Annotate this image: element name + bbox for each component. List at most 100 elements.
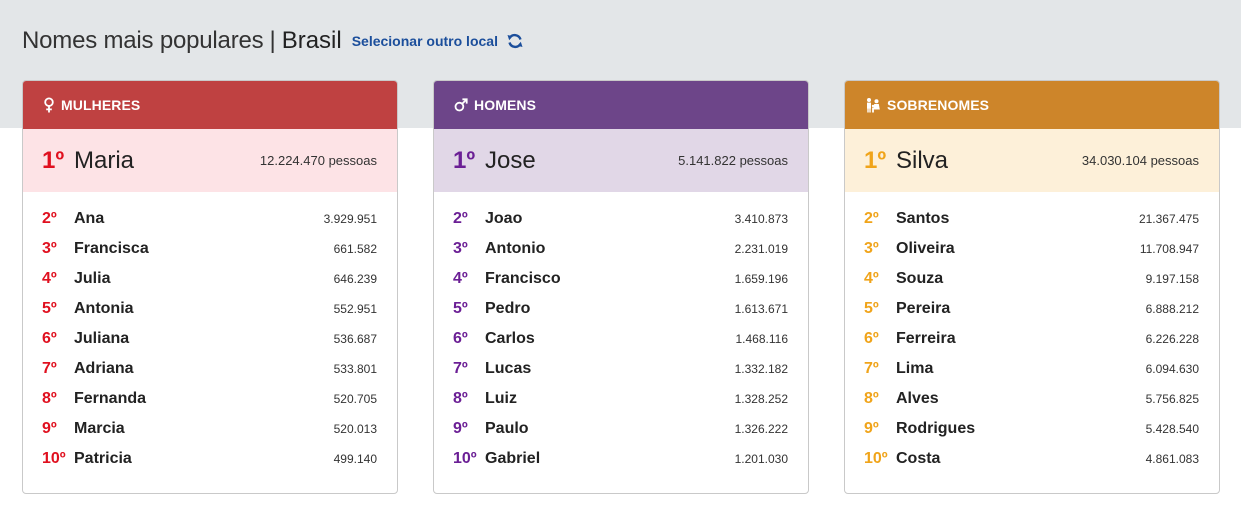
list-item: 6º Ferreira 6.226.228 — [845, 324, 1219, 354]
rank: 6º — [453, 330, 468, 347]
card-men: HOMENS 1º Jose 5.141.822 pessoas 2º Joao 3… — [433, 80, 809, 494]
rank: 3º — [42, 240, 57, 257]
female-symbol-icon — [43, 97, 55, 113]
name: Joao — [485, 210, 523, 227]
count: 1.659.196 — [734, 272, 788, 286]
count: 4.861.083 — [1145, 452, 1199, 466]
count: 9.197.158 — [1145, 272, 1199, 286]
list-item: 7º Adriana 533.801 — [23, 354, 397, 384]
name: Pedro — [485, 300, 531, 317]
rank: 7º — [453, 360, 468, 377]
rank: 10º — [864, 450, 888, 467]
top-name-row: 1º Maria 12.224.470 pessoas — [23, 129, 397, 192]
card-title: MULHERES — [61, 97, 141, 113]
name: Rodrigues — [896, 420, 976, 437]
count: 12.224.470 pessoas — [259, 153, 377, 168]
name: Carlos — [485, 330, 535, 347]
name: Souza — [896, 270, 944, 287]
count: 536.687 — [333, 332, 377, 346]
card-header-men: HOMENS — [434, 81, 808, 129]
card-header-surnames: SOBRENOMES — [845, 81, 1219, 129]
rank: 4º — [453, 270, 468, 287]
name: Fernanda — [74, 390, 147, 407]
count: 1.201.030 — [734, 452, 788, 466]
card-women: MULHERES 1º Maria 12.224.470 pessoas 2º A… — [22, 80, 398, 494]
name: Julia — [74, 270, 111, 287]
name: Paulo — [485, 420, 529, 437]
list-item: 8º Alves 5.756.825 — [845, 384, 1219, 414]
name: Gabriel — [485, 450, 541, 467]
count: 1.326.222 — [734, 422, 788, 436]
list-item: 7º Lucas 1.332.182 — [434, 354, 808, 384]
rank: 1º — [453, 146, 476, 174]
select-location-link[interactable]: Selecionar outro local — [352, 32, 524, 50]
rank: 5º — [864, 300, 879, 317]
list-item: 4º Julia 646.239 — [23, 264, 397, 294]
card-title: HOMENS — [474, 97, 537, 113]
list-item: 4º Souza 9.197.158 — [845, 264, 1219, 294]
count: 6.094.630 — [1145, 362, 1199, 376]
name: Antonio — [485, 240, 546, 257]
rank: 3º — [453, 240, 468, 257]
rank: 7º — [864, 360, 879, 377]
refresh-icon — [507, 33, 523, 49]
name: Oliveira — [896, 240, 955, 257]
count: 3.410.873 — [734, 212, 788, 226]
name: Francisco — [485, 270, 561, 287]
name: Alves — [896, 390, 939, 407]
rank: 1º — [864, 146, 887, 174]
rank: 8º — [864, 390, 879, 407]
name: Antonia — [74, 300, 134, 317]
rank: 5º — [453, 300, 468, 317]
name: Marcia — [74, 420, 125, 437]
list-item: 2º Joao 3.410.873 — [434, 204, 808, 234]
list-item: 10º Gabriel 1.201.030 — [434, 444, 808, 474]
select-location-label: Selecionar outro local — [351, 33, 498, 49]
count: 6.226.228 — [1145, 332, 1199, 346]
name: Patricia — [74, 450, 132, 467]
rank: 2º — [42, 210, 57, 227]
list-item: 6º Carlos 1.468.116 — [434, 324, 808, 354]
title-separator: | — [269, 27, 276, 54]
rank: 8º — [42, 390, 57, 407]
rank: 2º — [453, 210, 468, 227]
count: 1.613.671 — [734, 302, 788, 316]
list-item: 6º Juliana 536.687 — [23, 324, 397, 354]
male-symbol-icon — [454, 98, 468, 112]
ranking-list: 2º Santos 21.367.475 3º Oliveira 11.708.947 … — [845, 192, 1219, 474]
list-item: 2º Ana 3.929.951 — [23, 204, 397, 234]
list-item: 9º Paulo 1.326.222 — [434, 414, 808, 444]
top-name-row: 1º Jose 5.141.822 pessoas — [434, 129, 808, 192]
rank: 9º — [42, 420, 57, 437]
list-item: 4º Francisco 1.659.196 — [434, 264, 808, 294]
list-item: 10º Patricia 499.140 — [23, 444, 397, 474]
list-item: 2º Santos 21.367.475 — [845, 204, 1219, 234]
count: 1.468.116 — [735, 332, 789, 346]
rank: 5º — [42, 300, 57, 317]
list-item: 5º Pereira 6.888.212 — [845, 294, 1219, 324]
name: Santos — [896, 210, 950, 227]
name: Ana — [74, 210, 105, 227]
count: 520.705 — [333, 392, 377, 406]
name: Jose — [485, 146, 536, 174]
count: 2.231.019 — [734, 242, 788, 256]
location-name: Brasil — [281, 27, 342, 54]
name: Juliana — [74, 330, 130, 347]
count: 661.582 — [333, 242, 377, 256]
rank: 4º — [864, 270, 879, 287]
rank: 8º — [453, 390, 468, 407]
rank: 9º — [864, 420, 879, 437]
rank: 6º — [42, 330, 57, 347]
top-name-row: 1º Silva 34.030.104 pessoas — [845, 129, 1219, 192]
name: Maria — [74, 146, 135, 174]
rank: 9º — [453, 420, 468, 437]
card-header-women: MULHERES — [23, 81, 397, 129]
card-title: SOBRENOMES — [887, 97, 990, 113]
list-item: 3º Antonio 2.231.019 — [434, 234, 808, 264]
family-icon — [865, 97, 881, 113]
count: 5.428.540 — [1145, 422, 1199, 436]
name: Adriana — [74, 360, 134, 377]
rank: 4º — [42, 270, 57, 287]
rank: 1º — [42, 146, 65, 174]
list-item: 9º Marcia 520.013 — [23, 414, 397, 444]
